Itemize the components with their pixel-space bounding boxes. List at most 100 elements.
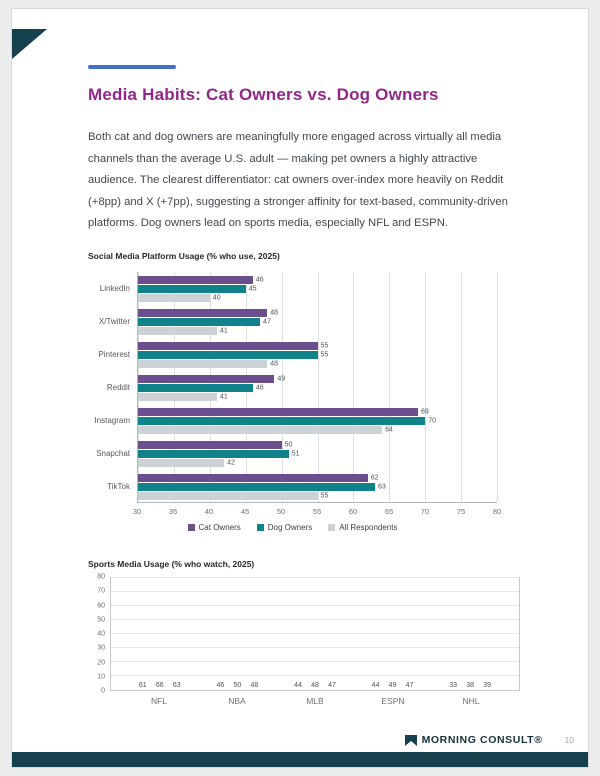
brand-row: MORNING CONSULT® 10 bbox=[404, 734, 574, 746]
sports-chart: Sports Media Usage (% who watch, 2025) 0… bbox=[88, 559, 520, 706]
bar: 50 bbox=[138, 440, 292, 449]
value-label: 50 bbox=[284, 441, 293, 448]
social-chart-plot: 46 45 40 48 47 41 55 55 48 49 46 41 69 70 64 50 51 42 62 63… bbox=[137, 272, 498, 503]
bar: 41 bbox=[138, 326, 228, 335]
value-label: 50 bbox=[233, 682, 242, 689]
value-label: 49 bbox=[277, 375, 286, 382]
sports-chart-xaxis: NFL NBA MLB ESPN NHL bbox=[110, 696, 520, 706]
value-label: 49 bbox=[388, 682, 397, 689]
value-label: 66 bbox=[155, 682, 164, 689]
bar: 42 bbox=[138, 458, 235, 467]
tick-label: 60 bbox=[97, 602, 105, 609]
category-label: Reddit bbox=[106, 383, 130, 392]
value-label: 63 bbox=[377, 483, 386, 490]
category-label: ESPN bbox=[381, 696, 405, 706]
value-label: 41 bbox=[219, 327, 228, 334]
page-title: Media Habits: Cat Owners vs. Dog Owners bbox=[88, 85, 439, 104]
grid-line bbox=[111, 661, 519, 662]
value-label: 46 bbox=[255, 384, 264, 391]
bar: 55 bbox=[138, 491, 328, 500]
legend-item: Dog Owners bbox=[256, 523, 312, 532]
tick-label: 30 bbox=[132, 507, 142, 516]
bar: 48 bbox=[138, 308, 278, 317]
category-label: MLB bbox=[306, 696, 324, 706]
tick-label: 45 bbox=[240, 507, 250, 516]
value-label: 61 bbox=[138, 682, 147, 689]
value-label: 47 bbox=[263, 318, 271, 325]
social-chart-xaxis: 30 35 40 45 50 55 60 65 70 75 80 bbox=[133, 503, 501, 516]
tick-label: 40 bbox=[204, 507, 214, 516]
value-label: 41 bbox=[219, 393, 228, 400]
bar-group: 48 47 41 bbox=[138, 305, 497, 338]
legend-label: Cat Owners bbox=[198, 523, 241, 532]
footer-bar bbox=[12, 752, 588, 767]
page-number: 10 bbox=[564, 735, 574, 745]
value-label: 69 bbox=[421, 408, 429, 415]
bar: 48 bbox=[138, 359, 278, 368]
social-chart-labels: LinkedIn X/Twitter Pinterest Reddit Instagra… bbox=[88, 272, 137, 503]
grid-line bbox=[281, 272, 283, 502]
category-label: Instagram bbox=[94, 416, 130, 425]
grid-line bbox=[111, 633, 519, 634]
category-label: LinkedIn bbox=[99, 284, 130, 293]
intro-paragraph: Both cat and dog owners are meaningfully… bbox=[88, 131, 508, 229]
bar-group: 46 45 40 bbox=[138, 272, 497, 305]
sports-chart-plot: 61 66 63 46 50 48 44 48 47 44 49 47 33 38 39 bbox=[110, 577, 520, 691]
bar: 55 bbox=[138, 341, 328, 350]
title-accent-bar bbox=[88, 65, 176, 69]
tick-label: 70 bbox=[420, 507, 430, 516]
bar: 51 bbox=[138, 449, 300, 458]
category-label: Snapchat bbox=[96, 449, 130, 458]
bar: 40 bbox=[138, 293, 221, 302]
grid-line bbox=[111, 675, 519, 676]
value-label: 47 bbox=[328, 682, 336, 689]
bar: 41 bbox=[138, 392, 228, 401]
page: Media Habits: Cat Owners vs. Dog Owners … bbox=[11, 8, 589, 768]
value-label: 48 bbox=[311, 682, 319, 689]
value-label: 38 bbox=[466, 682, 475, 689]
legend-item: All Respondents bbox=[328, 523, 397, 532]
bar: 47 bbox=[138, 317, 271, 326]
value-label: 44 bbox=[294, 682, 302, 689]
value-label: 39 bbox=[483, 682, 492, 689]
value-label: 44 bbox=[371, 682, 380, 689]
tick-label: 65 bbox=[384, 507, 394, 516]
grid-line bbox=[461, 272, 463, 502]
bar: 46 bbox=[138, 383, 264, 392]
category-label: Pinterest bbox=[98, 350, 130, 359]
bar: 69 bbox=[138, 407, 429, 416]
value-label: 51 bbox=[291, 450, 300, 457]
category-label: NBA bbox=[228, 696, 246, 706]
tick-label: 20 bbox=[97, 659, 105, 666]
grid-line bbox=[111, 577, 519, 578]
value-label: 33 bbox=[449, 682, 458, 689]
social-chart-title: Social Media Platform Usage (% who use, … bbox=[88, 251, 280, 261]
social-chart-legend: Cat Owners Dog Owners All Respondents bbox=[88, 523, 497, 532]
grid-line bbox=[353, 272, 355, 502]
legend-label: All Respondents bbox=[339, 523, 398, 532]
social-chart-body: LinkedIn X/Twitter Pinterest Reddit Instagra… bbox=[88, 272, 498, 503]
tick-label: 50 bbox=[97, 616, 105, 624]
grid-line bbox=[111, 605, 519, 606]
category-label: NHL bbox=[462, 696, 480, 706]
bar: 62 bbox=[138, 473, 379, 482]
sports-chart-body: 0 10 20 30 40 50 60 70 80 61 66 63 46 50 48 44 48 47 44 49… bbox=[88, 574, 520, 695]
value-label: 63 bbox=[172, 682, 181, 689]
value-label: 55 bbox=[320, 492, 329, 499]
sports-chart-title: Sports Media Usage (% who watch, 2025) bbox=[88, 559, 255, 569]
grid-line bbox=[497, 272, 498, 502]
tick-label: 75 bbox=[456, 507, 466, 516]
category-label: X/Twitter bbox=[98, 317, 130, 326]
value-label: 45 bbox=[248, 285, 257, 292]
tick-label: 35 bbox=[168, 507, 178, 516]
value-label: 55 bbox=[320, 342, 329, 349]
value-label: 55 bbox=[320, 351, 329, 358]
sports-chart-yaxis: 0 10 20 30 40 50 60 70 80 bbox=[88, 574, 110, 695]
tick-label: 55 bbox=[312, 507, 322, 516]
grid-line bbox=[111, 591, 519, 592]
legend-swatch bbox=[256, 524, 264, 531]
value-label: 64 bbox=[385, 426, 393, 433]
tick-label: 70 bbox=[97, 587, 105, 595]
bar: 63 bbox=[138, 482, 386, 491]
value-label: 46 bbox=[255, 276, 264, 283]
